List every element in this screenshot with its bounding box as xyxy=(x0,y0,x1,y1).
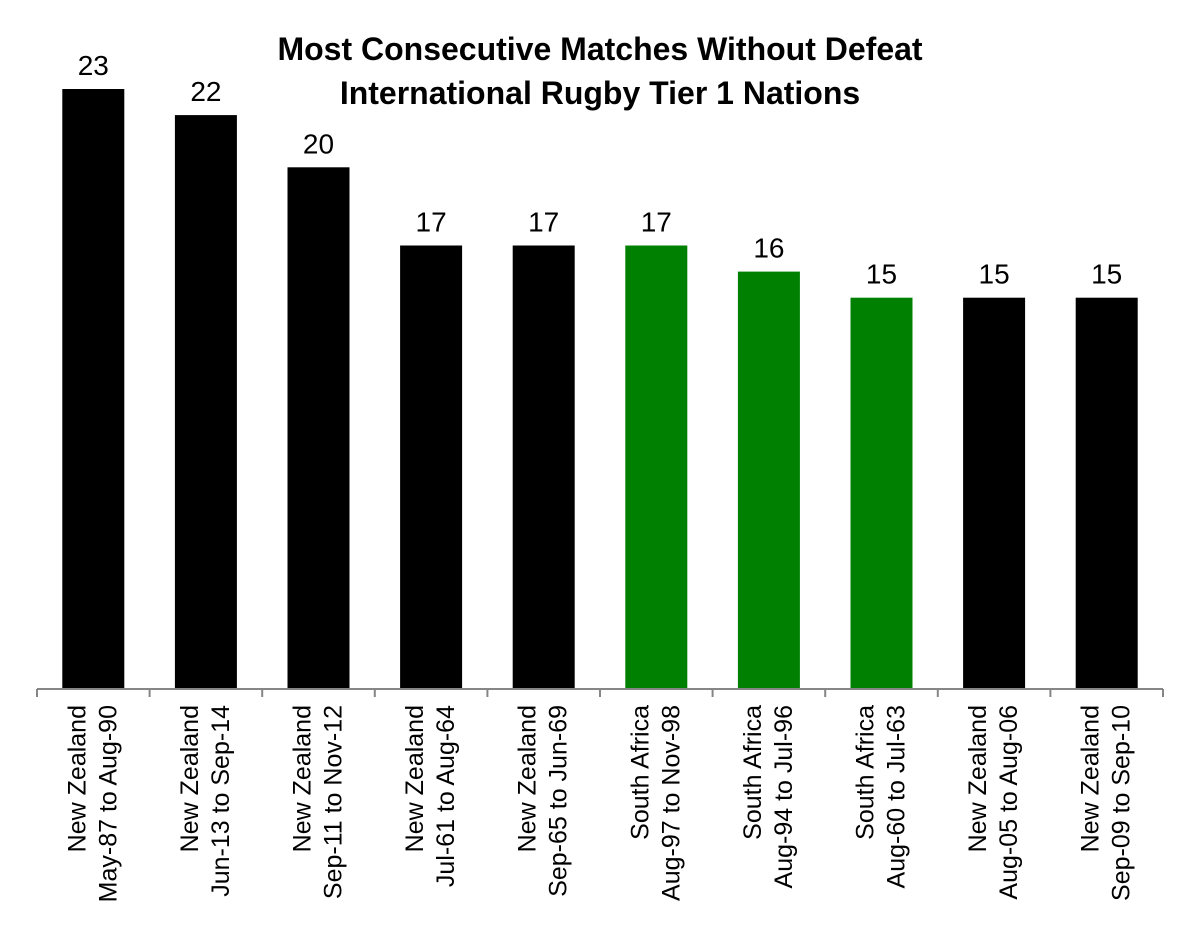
data-labels-group: 23 22 20 17 17 17 16 15 15 15 xyxy=(78,50,1123,290)
x-tick-label-9-line-1: New Zealand xyxy=(964,705,992,852)
x-tick-label-1-line-1: New Zealand xyxy=(63,705,91,852)
data-label-8: 15 xyxy=(866,259,897,290)
bar-1 xyxy=(62,89,125,689)
bar-6 xyxy=(625,245,688,689)
x-tick-label-2: New Zealand Jun-13 to Sep-14 xyxy=(176,705,235,897)
x-tick-label-8-line-2: Aug-60 to Jul-63 xyxy=(883,705,911,888)
x-tick-label-5-line-1: New Zealand xyxy=(514,705,542,852)
x-tick-label-4: New Zealand Jul-61 to Aug-64 xyxy=(401,705,460,887)
x-tick-label-5: New Zealand Sep-65 to Jun-69 xyxy=(514,705,573,897)
x-tick-label-10-line-2: Sep-09 to Sep-10 xyxy=(1108,705,1136,901)
bar-10 xyxy=(1075,297,1138,689)
bar-8 xyxy=(850,297,913,689)
x-tick-label-8: South Africa Aug-60 to Jul-63 xyxy=(852,705,911,889)
x-tick-label-9: New Zealand Aug-05 to Aug-06 xyxy=(964,705,1023,900)
bar-9 xyxy=(963,297,1026,689)
data-label-10: 15 xyxy=(1091,259,1122,290)
bar-3 xyxy=(287,167,350,690)
bar-5 xyxy=(512,245,575,689)
x-tick-label-2-line-1: New Zealand xyxy=(176,705,204,852)
bars-group xyxy=(62,89,1138,690)
x-tick-label-2-line-2: Jun-13 to Sep-14 xyxy=(207,705,235,897)
data-label-1: 23 xyxy=(78,50,109,81)
x-tick-label-10-line-1: New Zealand xyxy=(1077,705,1105,852)
x-tick-label-6-line-2: Aug-97 to Nov-98 xyxy=(657,705,685,901)
chart-title-line-2: International Rugby Tier 1 Nations xyxy=(340,75,860,111)
x-tick-label-3: New Zealand Sep-11 to Nov-12 xyxy=(289,705,348,899)
x-tick-label-4-line-2: Jul-61 to Aug-64 xyxy=(432,705,460,887)
x-tick-label-6: South Africa Aug-97 to Nov-98 xyxy=(626,705,685,901)
data-label-2: 22 xyxy=(190,76,221,107)
x-tick-label-10: New Zealand Sep-09 to Sep-10 xyxy=(1077,705,1136,901)
x-tick-label-8-line-1: South Africa xyxy=(852,705,880,840)
data-label-5: 17 xyxy=(528,207,559,238)
x-tick-label-1: New Zealand May-87 to Aug-90 xyxy=(63,705,122,902)
chart-title-line-1: Most Consecutive Matches Without Defeat xyxy=(277,31,922,67)
x-tick-label-4-line-1: New Zealand xyxy=(401,705,429,852)
bar-7 xyxy=(737,271,800,689)
x-tick-label-3-line-1: New Zealand xyxy=(289,705,317,852)
data-label-4: 17 xyxy=(416,207,447,238)
bar-2 xyxy=(174,115,237,690)
data-label-9: 15 xyxy=(979,259,1010,290)
x-axis xyxy=(36,688,1164,697)
data-label-6: 17 xyxy=(641,207,672,238)
x-tick-label-7-line-2: Aug-94 to Jul-96 xyxy=(770,705,798,888)
x-tick-label-9-line-2: Aug-05 to Aug-06 xyxy=(995,705,1023,900)
x-tick-label-1-line-2: May-87 to Aug-90 xyxy=(94,705,122,902)
data-label-3: 20 xyxy=(303,128,334,159)
data-label-7: 16 xyxy=(753,233,784,264)
x-tick-label-7-line-1: South Africa xyxy=(739,705,767,840)
x-tick-label-3-line-2: Sep-11 to Nov-12 xyxy=(320,705,348,899)
x-tick-label-5-line-2: Sep-65 to Jun-69 xyxy=(545,705,573,897)
x-tick-label-6-line-1: South Africa xyxy=(626,705,654,840)
x-tick-labels-group: New Zealand May-87 to Aug-90 New Zealand Ju… xyxy=(63,705,1135,902)
x-tick-label-7: South Africa Aug-94 to Jul-96 xyxy=(739,705,798,889)
bar-4 xyxy=(400,245,463,689)
